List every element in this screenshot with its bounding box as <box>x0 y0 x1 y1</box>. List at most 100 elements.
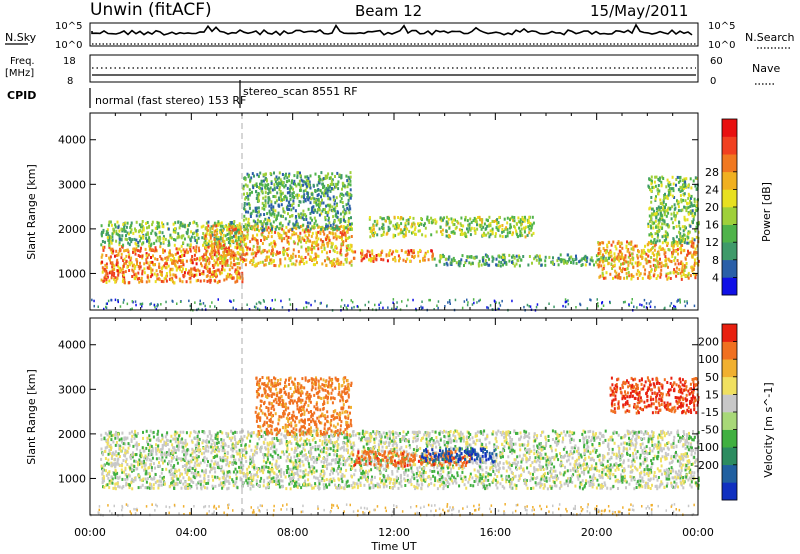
data-cell <box>136 260 139 264</box>
data-cell <box>364 254 367 258</box>
data-cell <box>578 260 581 264</box>
data-cell <box>317 202 320 206</box>
data-cell <box>626 267 629 271</box>
data-cell <box>173 256 176 260</box>
data-cell <box>260 222 263 226</box>
data-cell <box>181 222 184 226</box>
ground-scatter-cell <box>379 301 382 304</box>
ground-scatter-cell <box>179 300 182 303</box>
data-cell <box>230 249 233 253</box>
data-cell <box>272 251 275 255</box>
data-cell <box>655 253 658 256</box>
ground-scatter-cell <box>266 508 268 512</box>
data-cell <box>257 218 259 222</box>
ground-scatter-cell <box>498 307 500 311</box>
ground-scatter-cell <box>235 308 237 311</box>
data-cell <box>285 198 288 202</box>
data-cell <box>162 280 165 284</box>
data-cell <box>305 247 307 251</box>
y-tick-label: 2000 <box>58 223 86 236</box>
data-cell <box>195 279 198 283</box>
data-cell <box>691 237 694 241</box>
ground-scatter-cell <box>362 511 364 514</box>
data-cell <box>691 240 694 244</box>
data-cell <box>156 225 159 229</box>
data-cell <box>203 265 206 269</box>
colorbar-tick-label: 12 <box>705 236 719 249</box>
data-cell <box>694 228 697 232</box>
data-cell <box>599 437 602 441</box>
data-cell <box>226 228 229 232</box>
data-cell <box>445 215 448 219</box>
data-cell <box>236 224 239 227</box>
data-cell <box>115 232 118 236</box>
data-cell <box>145 261 148 265</box>
data-cell <box>461 232 463 236</box>
data-cell <box>477 458 480 462</box>
data-cell <box>693 200 696 204</box>
data-cell <box>630 273 633 277</box>
data-cell <box>680 251 683 255</box>
data-cell <box>177 220 180 224</box>
data-cell <box>237 257 240 261</box>
data-cell <box>195 250 198 254</box>
data-cell <box>261 233 264 237</box>
data-cell <box>168 453 171 457</box>
ground-scatter-cell <box>466 303 469 307</box>
data-cell <box>597 242 600 246</box>
data-cell <box>200 262 202 266</box>
data-cell <box>417 250 420 254</box>
data-cell <box>281 237 284 241</box>
ground-scatter-cell <box>250 506 252 509</box>
data-cell <box>628 274 631 278</box>
ground-scatter-cell <box>612 510 614 514</box>
data-cell <box>652 274 655 278</box>
data-cell <box>291 192 294 196</box>
data-cell <box>329 224 332 227</box>
data-cell <box>213 233 216 237</box>
data-cell <box>309 216 312 220</box>
data-cell <box>591 476 594 480</box>
data-cell <box>667 258 670 262</box>
data-cell <box>513 256 516 260</box>
data-cell <box>693 204 696 207</box>
data-cell <box>308 233 310 237</box>
data-cell <box>402 217 405 221</box>
data-cell <box>262 204 265 208</box>
data-cell <box>349 196 352 200</box>
ground-scatter-cell <box>110 298 112 302</box>
data-cell <box>610 254 613 258</box>
data-cell <box>148 449 150 453</box>
data-cell <box>108 237 111 241</box>
data-cell <box>167 255 170 259</box>
data-cell <box>519 234 522 238</box>
data-cell <box>570 261 572 264</box>
ground-scatter-cell <box>503 511 506 515</box>
data-cell <box>293 484 296 488</box>
data-cell <box>315 236 318 240</box>
data-cell <box>291 203 294 207</box>
data-cell <box>243 225 245 228</box>
data-cell <box>459 222 462 226</box>
data-cell <box>248 188 251 192</box>
data-cell <box>661 222 664 226</box>
ground-scatter-cell <box>286 508 288 511</box>
data-cell <box>270 224 273 228</box>
data-cell <box>655 195 657 199</box>
data-cell <box>135 246 138 250</box>
data-cell <box>661 226 663 230</box>
data-cell <box>438 455 441 459</box>
data-cell <box>688 201 691 205</box>
data-cell <box>141 269 144 273</box>
data-cell <box>661 214 664 218</box>
data-cell <box>676 472 679 476</box>
data-cell <box>347 219 350 223</box>
data-cell <box>200 264 203 268</box>
data-cell <box>516 235 519 238</box>
ground-scatter-cell <box>415 505 418 508</box>
data-cell <box>189 477 192 481</box>
data-cell <box>690 186 693 190</box>
data-cell <box>339 212 342 216</box>
ground-scatter-cell <box>497 509 500 513</box>
ground-scatter-cell <box>374 508 376 512</box>
